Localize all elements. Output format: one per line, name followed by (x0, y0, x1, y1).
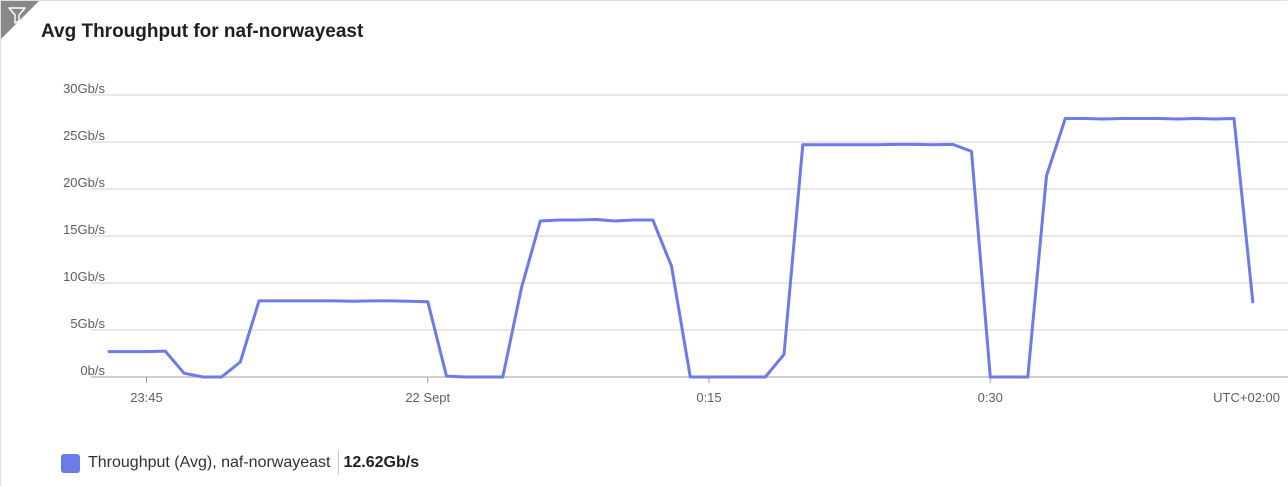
chart-title: Avg Throughput for naf-norwayeast (41, 21, 364, 42)
filter-icon[interactable] (1, 1, 39, 39)
timezone-label: UTC+02:00 (1213, 390, 1280, 405)
funnel-glyph (8, 7, 26, 24)
line-chart: 0b/s5Gb/s10Gb/s15Gb/s20Gb/s25Gb/s30Gb/s … (63, 81, 1288, 405)
legend-series-name: Throughput (Avg), naf-norwayeast (88, 454, 331, 471)
legend-summary-value: 12.62Gb/s (343, 454, 420, 471)
y-tick-label: 10Gb/s (63, 269, 105, 284)
x-tick-label: 0:15 (696, 390, 721, 405)
y-axis: 0b/s 5Gb/s 10Gb/s 15Gb/s 20Gb/s 25Gb/s 30Gb/s (63, 81, 105, 378)
x-tick-label: 22 Sept (405, 390, 450, 405)
legend[interactable]: Throughput (Avg), naf-norwayeast 12.62Gb… (61, 451, 419, 475)
x-axis: 23:45 22 Sept 0:15 0:30 UTC+02:00 (130, 377, 1280, 405)
y-tick-label: 5Gb/s (70, 316, 105, 331)
legend-divider (337, 451, 339, 475)
y-tick-label: 20Gb/s (63, 175, 105, 190)
y-tick-label: 30Gb/s (63, 81, 105, 96)
legend-swatch (61, 453, 80, 473)
series-line[interactable] (107, 117, 1255, 379)
series-layer (107, 117, 1255, 379)
x-tick-label: 23:45 (130, 390, 163, 405)
y-tick-label: 15Gb/s (63, 222, 105, 237)
x-tick-label: 0:30 (978, 390, 1003, 405)
y-tick-label: 0b/s (80, 363, 105, 378)
grid-layer (91, 94, 1288, 378)
y-tick-label: 25Gb/s (63, 128, 105, 143)
